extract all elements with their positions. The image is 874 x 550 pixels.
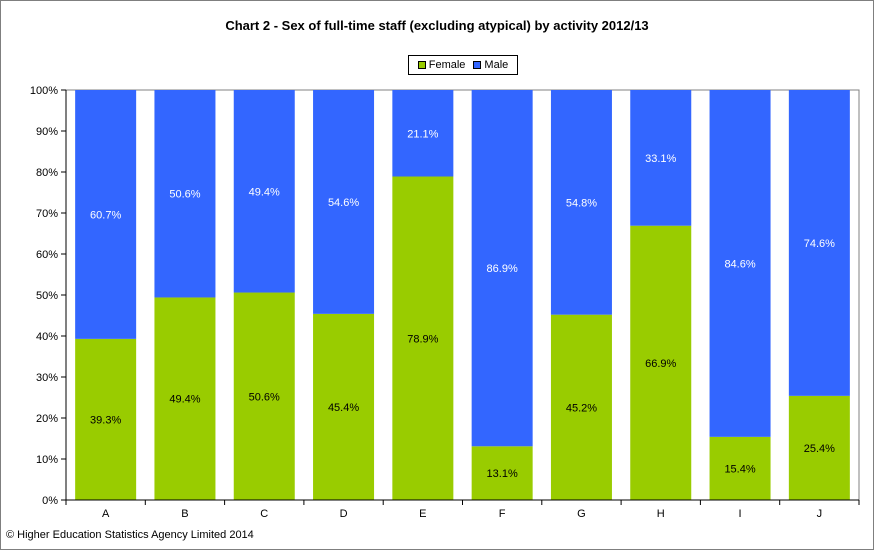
x-tick-label: G <box>577 508 586 520</box>
bar-female-h <box>630 225 692 500</box>
legend-swatch-female <box>417 61 426 69</box>
data-label-male-e: 21.1% <box>407 128 438 140</box>
bar-male-h <box>630 90 692 226</box>
data-label-female-h: 66.9% <box>645 358 676 370</box>
x-tick-label: E <box>419 508 426 520</box>
y-tick-label: 20% <box>36 413 58 425</box>
x-tick-label: I <box>739 508 742 520</box>
x-tick-label: D <box>340 508 348 520</box>
bar-female-j <box>788 395 850 500</box>
bar-male-f <box>471 90 533 447</box>
data-label-male-i: 84.6% <box>724 258 755 270</box>
y-tick-label: 70% <box>36 208 58 220</box>
bar-female-f <box>471 446 533 500</box>
y-tick-label: 80% <box>36 167 58 179</box>
y-tick-label: 90% <box>36 126 58 138</box>
data-label-female-e: 78.9% <box>407 333 438 345</box>
data-label-male-d: 54.6% <box>328 197 359 209</box>
data-label-male-f: 86.9% <box>487 263 518 275</box>
legend-label-female: Female <box>428 59 466 71</box>
data-label-female-j: 25.4% <box>804 443 835 455</box>
bar-male-d <box>313 90 375 314</box>
y-tick-label: 50% <box>36 290 58 302</box>
data-label-female-g: 45.2% <box>566 402 597 414</box>
data-label-male-j: 74.6% <box>804 238 835 250</box>
bar-female-g <box>550 314 612 500</box>
data-label-female-c: 50.6% <box>249 391 280 403</box>
data-label-female-b: 49.4% <box>169 394 200 406</box>
x-tick-label: C <box>260 508 268 520</box>
x-tick-label: F <box>499 508 506 520</box>
bar-female-i <box>709 436 771 500</box>
data-label-female-a: 39.3% <box>90 414 121 426</box>
data-label-male-h: 33.1% <box>645 153 676 165</box>
y-tick-label: 0% <box>42 495 58 507</box>
bar-female-d <box>313 313 375 500</box>
bar-female-c <box>233 292 295 500</box>
x-tick-label: B <box>181 508 188 520</box>
x-tick-label: J <box>817 508 823 520</box>
bar-female-e <box>392 176 454 500</box>
data-label-male-b: 50.6% <box>169 189 200 201</box>
bar-male-c <box>233 90 295 293</box>
bar-male-g <box>550 90 612 315</box>
data-label-female-d: 45.4% <box>328 402 359 414</box>
legend-swatch-male <box>473 61 482 69</box>
y-tick-label: 10% <box>36 454 58 466</box>
data-label-male-a: 60.7% <box>90 209 121 221</box>
bar-male-e <box>392 90 454 177</box>
data-label-female-i: 15.4% <box>724 463 755 475</box>
data-label-female-f: 13.1% <box>487 468 518 480</box>
legend-label-male: Male <box>484 59 509 71</box>
legend-item-male: Male <box>473 59 508 71</box>
y-tick-label: 30% <box>36 372 58 384</box>
y-tick-label: 60% <box>36 249 58 261</box>
data-label-male-c: 49.4% <box>249 186 280 198</box>
bar-male-j <box>788 90 850 396</box>
y-tick-label: 100% <box>30 85 58 97</box>
legend: Female Male <box>408 55 518 75</box>
copyright-notice: © Higher Education Statistics Agency Lim… <box>6 529 254 541</box>
y-tick-label: 40% <box>36 331 58 343</box>
bar-male-b <box>154 90 216 298</box>
bar-female-b <box>154 297 216 500</box>
legend-item-female: Female <box>417 59 466 71</box>
bar-male-i <box>709 90 771 437</box>
bar-male-a <box>75 90 137 339</box>
x-tick-label: H <box>657 508 665 520</box>
bar-female-a <box>75 338 137 500</box>
data-label-male-g: 54.8% <box>566 197 597 209</box>
chart-title: Chart 2 - Sex of full-time staff (exclud… <box>225 18 649 33</box>
x-tick-label: A <box>102 508 110 520</box>
